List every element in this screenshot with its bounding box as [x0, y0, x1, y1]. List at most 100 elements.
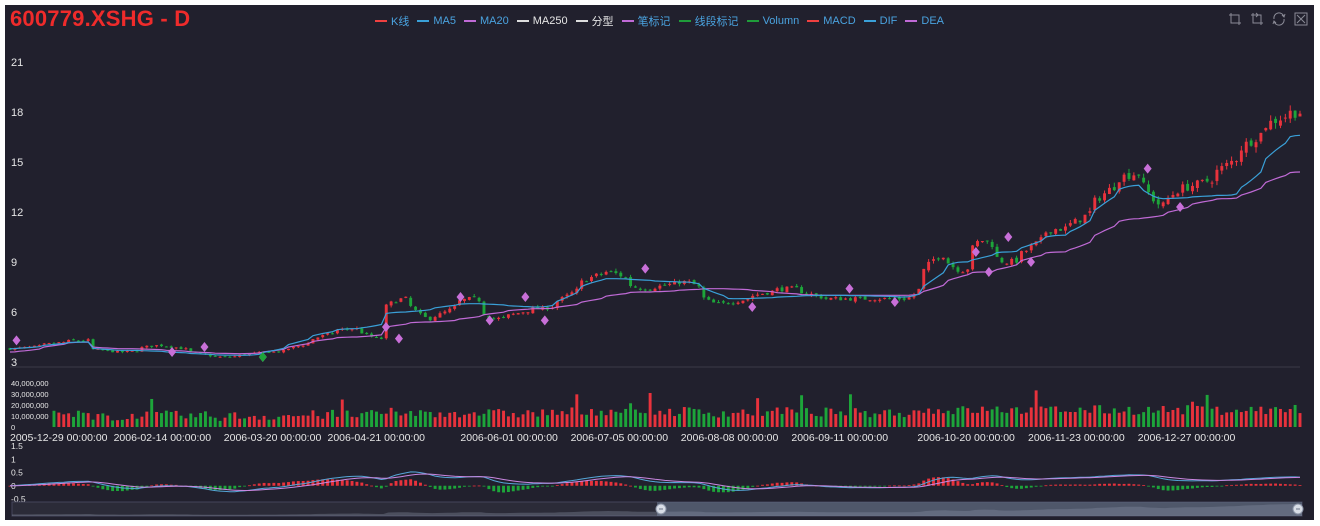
- macd-bar: [96, 485, 100, 488]
- volume-bar: [648, 392, 652, 427]
- macd-bar: [780, 482, 784, 486]
- macd-bar: [218, 485, 222, 491]
- restore-icon[interactable]: [1272, 12, 1286, 26]
- macd-bar: [546, 485, 549, 487]
- macd-bar: [409, 479, 413, 486]
- macd-bar: [311, 480, 315, 486]
- macd-bar: [1127, 483, 1131, 486]
- volume-bar: [892, 415, 896, 427]
- macd-bar: [614, 482, 618, 486]
- volume-bar: [306, 415, 310, 427]
- legend-item-2[interactable]: MA20: [463, 13, 509, 29]
- volume-bar: [1191, 401, 1194, 427]
- macd-bar: [609, 481, 613, 486]
- volume-bar: [614, 411, 618, 427]
- candle-body: [531, 307, 535, 314]
- volume-bar: [443, 416, 447, 427]
- macd-bar: [932, 477, 935, 486]
- legend-item-8[interactable]: MACD: [807, 13, 856, 29]
- volume-bar: [52, 410, 56, 427]
- candle-body: [76, 340, 80, 342]
- macd-bar: [765, 484, 769, 486]
- legend-item-3[interactable]: MA250: [516, 13, 568, 29]
- data-zoom-handle-right[interactable]: [1292, 503, 1304, 515]
- volume-bar: [120, 419, 124, 427]
- volume-bar: [848, 394, 852, 427]
- data-zoom-handle-left[interactable]: [655, 503, 667, 515]
- macd-bar: [731, 485, 735, 492]
- volume-bar: [287, 415, 290, 427]
- candle-body: [497, 317, 501, 319]
- macd-bar: [1034, 485, 1038, 487]
- volume-tick-label: 0: [11, 423, 15, 432]
- candle-body: [624, 277, 628, 279]
- macd-bar: [277, 483, 281, 486]
- x-axis-label: 2005-12-29 00:00:00: [10, 432, 108, 444]
- candle-body: [1181, 184, 1185, 193]
- zoom-reset-icon[interactable]: [1250, 12, 1264, 26]
- legend-label: 分型: [591, 16, 614, 28]
- legend-swatch: [516, 20, 529, 22]
- volume-bar: [580, 414, 584, 427]
- macd-bar: [1161, 485, 1165, 491]
- candle-body: [47, 343, 51, 345]
- legend-item-9[interactable]: DIF: [863, 13, 897, 29]
- macd-bar: [130, 485, 134, 490]
- volume-bar: [1288, 409, 1292, 427]
- volume-bar: [1098, 405, 1102, 427]
- candle-body: [1127, 173, 1131, 179]
- candle-body: [643, 289, 647, 291]
- candle-body: [150, 345, 154, 347]
- macd-bar: [1191, 485, 1194, 489]
- volume-bar: [67, 413, 71, 427]
- legend-item-7[interactable]: Volumn: [746, 13, 799, 29]
- price-tick-label: 3: [11, 357, 17, 369]
- legend-item-6[interactable]: 线段标记: [678, 13, 739, 29]
- candle-body: [423, 312, 427, 317]
- macd-bar: [673, 485, 677, 489]
- volume-bar: [311, 410, 315, 427]
- candle-body: [1298, 113, 1302, 117]
- legend-swatch: [575, 20, 588, 22]
- volume-tick-label: 20,000,000: [11, 401, 49, 410]
- volume-bar: [350, 416, 354, 427]
- candle-body: [1083, 214, 1087, 224]
- x-axis-label: 2006-04-21 00:00:00: [328, 432, 426, 444]
- volume-bar: [394, 411, 398, 427]
- macd-bar: [790, 482, 794, 486]
- data-zoom-selection[interactable]: [657, 502, 1302, 516]
- candle-body: [1137, 174, 1141, 176]
- legend: K线 MA5 MA20 MA250 分型 笔标记 线段标记 Volumn MACD DIF DEA: [5, 13, 1314, 29]
- zoom-icon[interactable]: [1228, 12, 1242, 26]
- volume-bar: [1205, 394, 1209, 427]
- save-image-icon[interactable]: [1294, 12, 1308, 26]
- macd-bar: [135, 485, 139, 490]
- macd-bar: [169, 484, 173, 486]
- candle-body: [301, 345, 305, 347]
- candle-body: [81, 340, 85, 342]
- volume-bar: [208, 416, 212, 427]
- macd-bar: [81, 484, 85, 486]
- candle-body: [907, 297, 911, 300]
- candle-body: [1059, 228, 1063, 231]
- legend-item-0[interactable]: K线: [374, 13, 409, 29]
- macd-bar: [1220, 485, 1224, 487]
- macd-bar: [1225, 485, 1229, 487]
- candle-body: [477, 297, 481, 302]
- legend-item-10[interactable]: DEA: [905, 13, 944, 29]
- macd-bar: [1293, 484, 1297, 486]
- legend-item-1[interactable]: MA5: [417, 13, 456, 29]
- macd-bar: [756, 485, 760, 487]
- volume-bar: [130, 413, 134, 427]
- candle-body: [575, 288, 579, 294]
- legend-item-4[interactable]: 分型: [575, 13, 614, 29]
- macd-bar: [941, 477, 945, 486]
- legend-label: 笔标记: [637, 16, 671, 28]
- candle-body: [897, 297, 901, 300]
- volume-bar: [252, 415, 256, 427]
- candle-body: [72, 339, 75, 341]
- candle-body: [1166, 197, 1170, 205]
- legend-item-5[interactable]: 笔标记: [621, 13, 671, 29]
- volume-bar: [1029, 407, 1033, 427]
- legend-swatch: [374, 20, 387, 22]
